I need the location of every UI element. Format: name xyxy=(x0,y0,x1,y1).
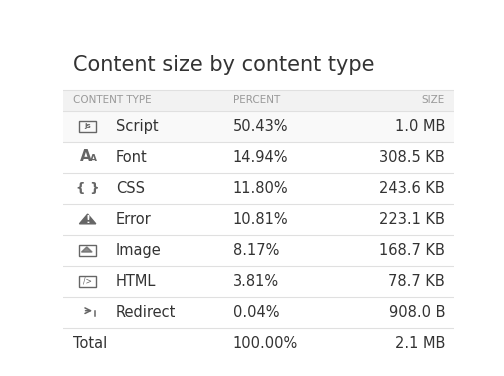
FancyBboxPatch shape xyxy=(63,111,454,142)
Text: Script: Script xyxy=(116,119,158,134)
FancyBboxPatch shape xyxy=(63,204,454,235)
Text: Image: Image xyxy=(116,243,161,258)
Text: 10.81%: 10.81% xyxy=(233,212,288,227)
FancyBboxPatch shape xyxy=(63,142,454,173)
Text: 14.94%: 14.94% xyxy=(233,150,288,165)
Text: 308.5 KB: 308.5 KB xyxy=(379,150,445,165)
Text: HTML: HTML xyxy=(116,274,156,289)
Text: { }: { } xyxy=(76,182,99,195)
Text: 11.80%: 11.80% xyxy=(233,181,288,196)
Text: 0.04%: 0.04% xyxy=(233,305,279,320)
Text: A: A xyxy=(80,149,92,164)
Text: CONTENT TYPE: CONTENT TYPE xyxy=(73,96,151,105)
FancyBboxPatch shape xyxy=(63,297,454,328)
Polygon shape xyxy=(82,247,92,252)
Text: Total: Total xyxy=(73,336,107,351)
Text: 100.00%: 100.00% xyxy=(233,336,298,351)
FancyBboxPatch shape xyxy=(63,173,454,204)
Text: 223.1 KB: 223.1 KB xyxy=(379,212,445,227)
Text: Redirect: Redirect xyxy=(116,305,176,320)
FancyBboxPatch shape xyxy=(63,235,454,266)
Text: 3.81%: 3.81% xyxy=(233,274,279,289)
Text: Error: Error xyxy=(116,212,152,227)
Text: Font: Font xyxy=(116,150,148,165)
FancyBboxPatch shape xyxy=(63,266,454,297)
Text: PERCENT: PERCENT xyxy=(233,96,280,105)
Text: 8.17%: 8.17% xyxy=(233,243,279,258)
Text: 908.0 B: 908.0 B xyxy=(389,305,445,320)
Text: !: ! xyxy=(85,215,90,225)
Text: SIZE: SIZE xyxy=(422,96,445,105)
Text: />: /> xyxy=(83,277,92,286)
FancyBboxPatch shape xyxy=(63,90,454,111)
Text: 168.7 KB: 168.7 KB xyxy=(379,243,445,258)
Text: A: A xyxy=(90,154,97,163)
Text: 50.43%: 50.43% xyxy=(233,119,288,134)
Text: 78.7 KB: 78.7 KB xyxy=(388,274,445,289)
Text: js: js xyxy=(84,123,91,129)
Text: Content size by content type: Content size by content type xyxy=(73,55,374,75)
Polygon shape xyxy=(80,214,96,224)
FancyBboxPatch shape xyxy=(63,328,454,359)
Text: 243.6 KB: 243.6 KB xyxy=(379,181,445,196)
Text: CSS: CSS xyxy=(116,181,145,196)
Text: 2.1 MB: 2.1 MB xyxy=(395,336,445,351)
Text: 1.0 MB: 1.0 MB xyxy=(395,119,445,134)
